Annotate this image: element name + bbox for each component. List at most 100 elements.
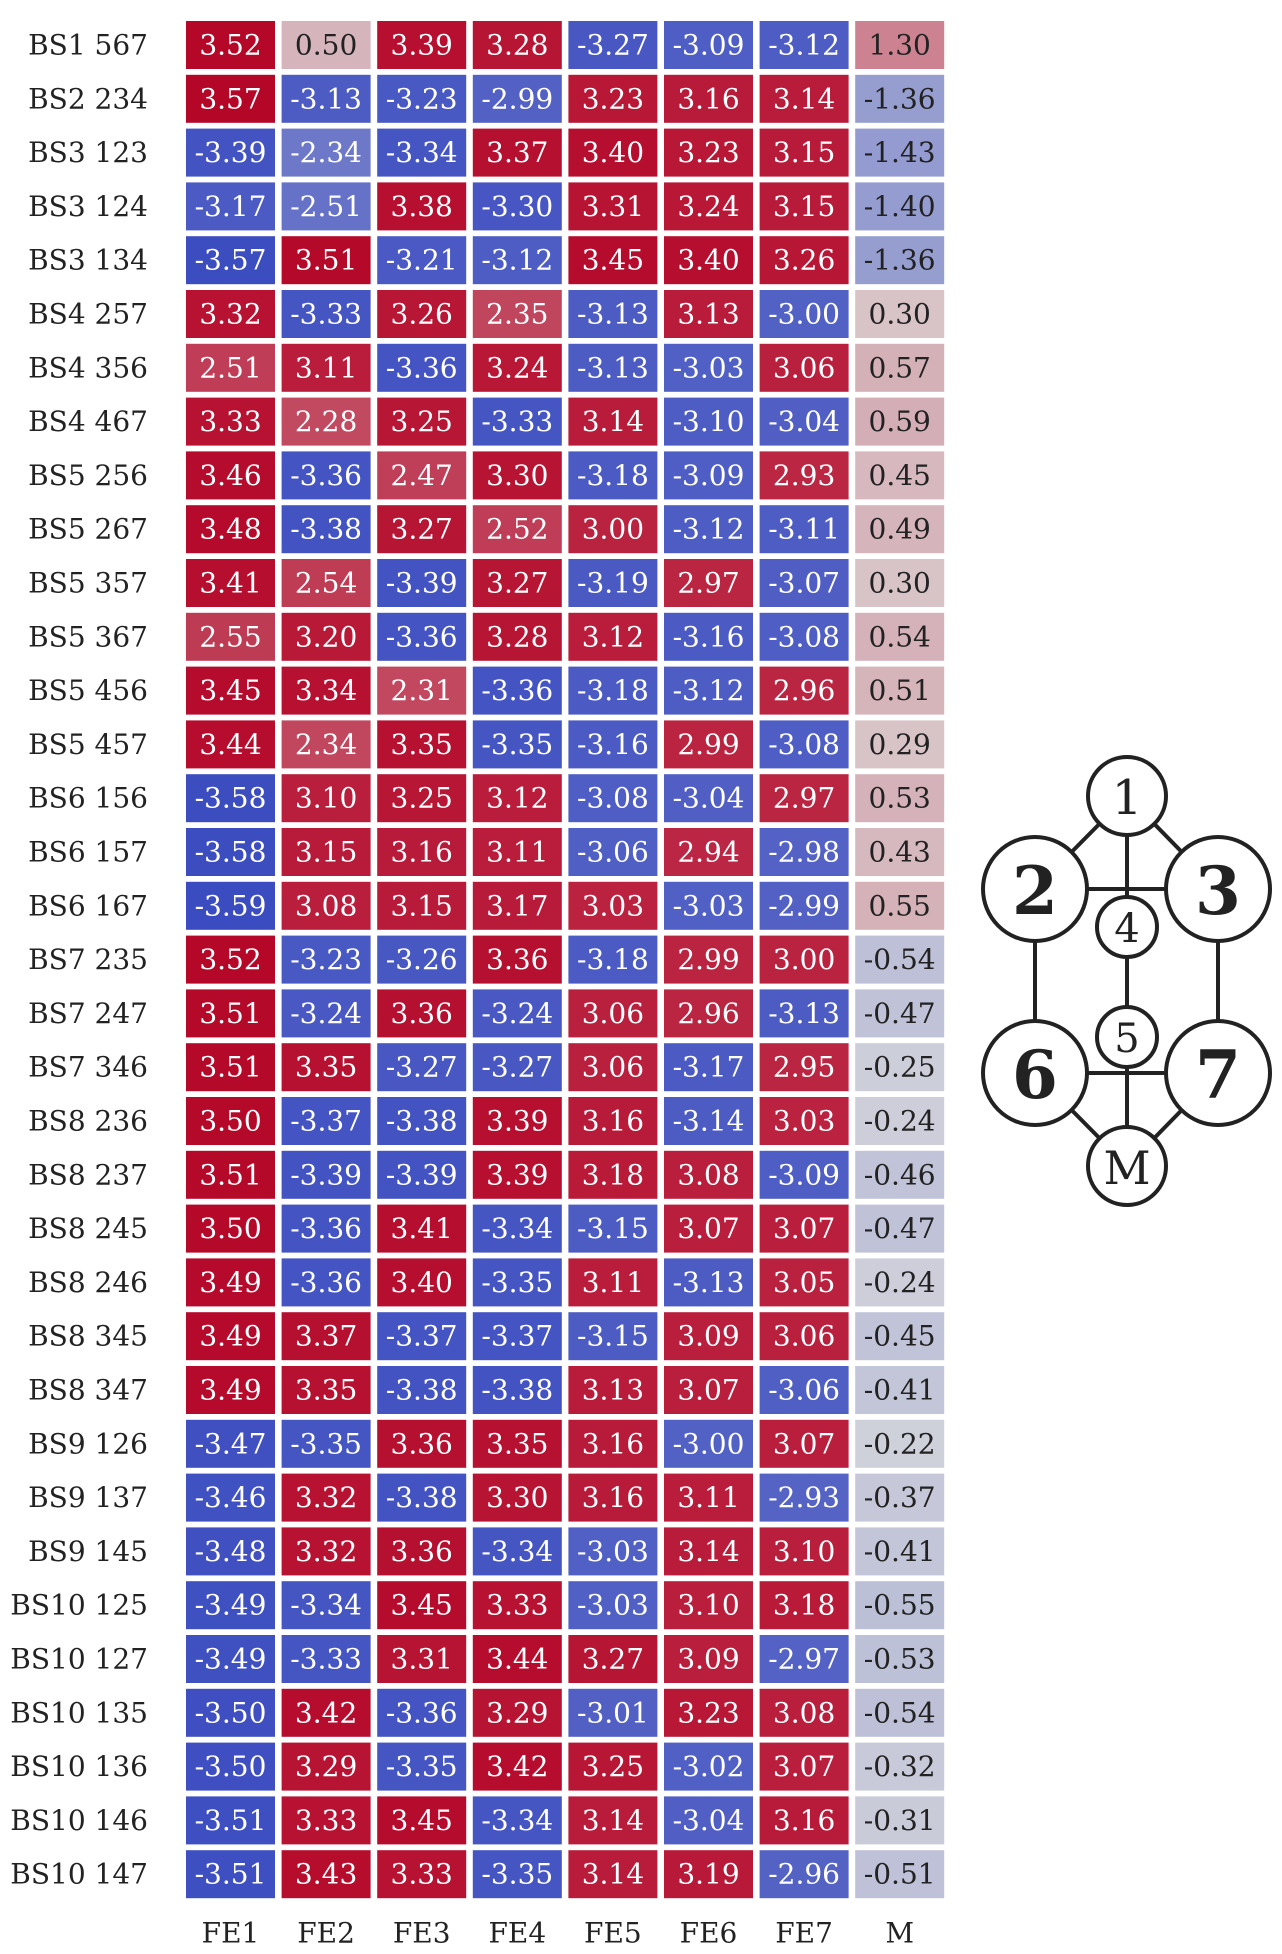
cell-value-label: 3.30 (486, 459, 548, 492)
cell-value-label: 3.39 (486, 1105, 548, 1138)
cell-value-label: -3.06 (768, 1374, 840, 1407)
row-label: BS9 137 (28, 1481, 148, 1514)
cell-value-label: -3.00 (673, 1427, 745, 1460)
row-label: BS5 256 (28, 459, 148, 492)
cell-value-label: -3.24 (481, 997, 553, 1030)
heatmap-cell (281, 1688, 371, 1737)
cell-value-label: -1.36 (864, 82, 936, 115)
cell-value-label: -3.06 (577, 836, 649, 869)
row-label: BS4 467 (28, 405, 148, 438)
cell-value-label: -3.11 (768, 513, 840, 546)
cell-value-label: 3.44 (199, 728, 261, 761)
heatmap-cell (186, 397, 275, 446)
heatmap-cell (568, 21, 658, 69)
heatmap-cell (281, 1473, 371, 1522)
cell-value-label: 3.29 (486, 1696, 548, 1729)
heatmap-cell (281, 666, 371, 715)
cell-value-label: 0.29 (869, 728, 931, 761)
heatmap-cell (855, 1366, 945, 1414)
cell-value-label: 3.32 (295, 1535, 357, 1568)
cell-value-label: 3.51 (295, 244, 357, 277)
row-label: BS5 456 (28, 674, 148, 707)
cell-value-label: 2.97 (677, 567, 739, 600)
graph-node-2: 2 (981, 835, 1089, 943)
heatmap-cell (568, 559, 658, 607)
cell-value-label: 0.51 (869, 674, 931, 707)
heatmap-cell (568, 182, 658, 231)
row-label: BS3 123 (28, 136, 148, 169)
row-label: BS3 124 (28, 190, 148, 223)
column-label: FE5 (584, 1917, 642, 1950)
cell-value-label: -3.09 (673, 459, 745, 492)
cell-value-label: -3.01 (577, 1696, 649, 1729)
cell-value-label: 2.96 (773, 674, 835, 707)
heatmap-cell (568, 1043, 658, 1092)
heatmap-cell (759, 1635, 849, 1683)
graph-node-1: 1 (1086, 755, 1168, 837)
cell-value-label: 3.15 (391, 889, 453, 922)
cell-value-label: 3.45 (582, 244, 644, 277)
cell-value-label: -3.49 (195, 1589, 267, 1622)
heatmap-cell (664, 1796, 753, 1845)
cell-value-label: 3.50 (199, 1105, 261, 1138)
cell-value-label: 3.32 (295, 1481, 357, 1514)
cell-value-label: 3.26 (773, 244, 835, 277)
graph-node-circle (1086, 1125, 1168, 1207)
heatmap-cell (855, 290, 945, 338)
heatmap-cell (281, 236, 371, 285)
heatmap-cell (281, 1312, 371, 1361)
cell-value-label: 3.25 (391, 782, 453, 815)
heatmap-cell (855, 935, 945, 984)
cell-value-label: 3.03 (582, 889, 644, 922)
column-label: FE2 (297, 1917, 355, 1950)
heatmap-cell (377, 1742, 467, 1791)
cell-value-label: 3.57 (199, 82, 261, 115)
row-label: BS10 136 (10, 1750, 148, 1783)
cell-value-label: 3.14 (582, 405, 644, 438)
heatmap-cell (377, 1419, 467, 1468)
cell-value-label: 3.16 (391, 836, 453, 869)
cell-value-label: 3.39 (486, 1158, 548, 1191)
heatmap-cell (281, 612, 371, 661)
cell-value-label: 3.41 (199, 567, 261, 600)
heatmap-cell (568, 451, 658, 500)
heatmap-cell (759, 74, 849, 123)
heatmap-cell (377, 1527, 467, 1576)
cell-value-label: -3.12 (673, 674, 745, 707)
cell-value-label: 3.06 (773, 351, 835, 384)
row-label: BS8 347 (28, 1374, 148, 1407)
cell-value-label: 3.35 (295, 1374, 357, 1407)
cell-value-label: 3.00 (773, 943, 835, 976)
column-label: FE3 (393, 1917, 451, 1950)
heatmap-cell (664, 1581, 753, 1630)
heatmap-cell (472, 1312, 562, 1361)
heatmap-cell (186, 935, 275, 984)
cell-value-label: -0.54 (864, 943, 936, 976)
heatmap-cell (664, 451, 753, 500)
cell-value-label: -3.10 (673, 405, 745, 438)
heatmap-cell (472, 1796, 562, 1845)
cell-value-label: -3.03 (673, 889, 745, 922)
cell-value-label: 3.09 (677, 1643, 739, 1676)
heatmap-cell (186, 612, 275, 661)
heatmap-cell (281, 74, 371, 123)
cell-value-label: 3.20 (295, 620, 357, 653)
cell-value-label: 2.96 (677, 997, 739, 1030)
cell-value-label: -3.38 (386, 1374, 458, 1407)
heatmap-cell (568, 720, 658, 769)
heatmap-cell (281, 21, 371, 69)
heatmap-cell (472, 21, 562, 69)
heatmap-cell (664, 1473, 753, 1522)
row-label: BS5 357 (28, 567, 148, 600)
cell-value-label: 2.93 (773, 459, 835, 492)
heatmap-cell (664, 774, 753, 823)
heatmap-cell (472, 774, 562, 823)
cell-value-label: -2.99 (768, 889, 840, 922)
heatmap-cell (568, 1204, 658, 1253)
heatmap-cell (377, 828, 467, 876)
heatmap-cell (186, 1204, 275, 1253)
cell-value-label: 3.29 (295, 1750, 357, 1783)
heatmap-cell (377, 236, 467, 285)
heatmap-cell (855, 1688, 945, 1737)
